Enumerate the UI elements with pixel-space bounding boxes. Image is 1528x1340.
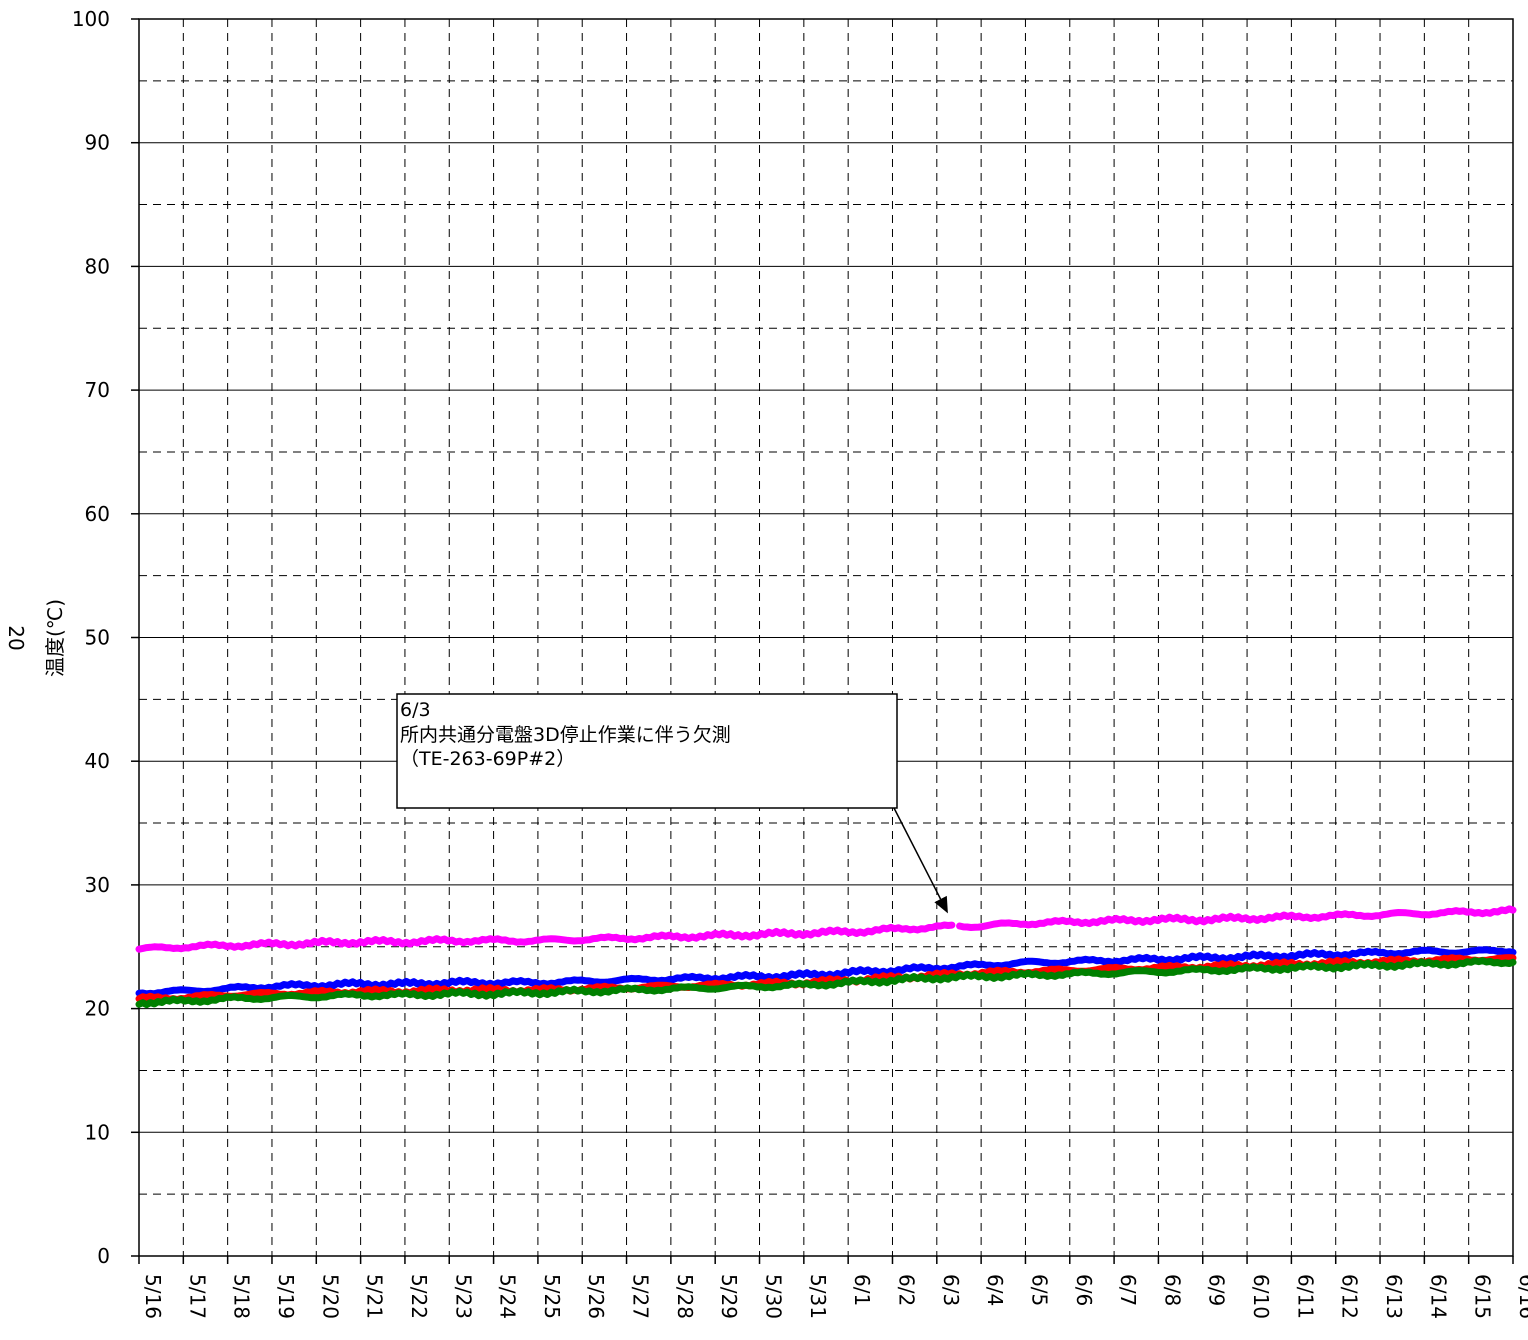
- x-tick-label: 6/11: [1293, 1274, 1317, 1319]
- x-tick-label: 6/13: [1382, 1274, 1406, 1319]
- series-line: [135, 957, 1517, 1009]
- x-tick-label: 6/1: [850, 1274, 874, 1306]
- y-tick-label: 30: [85, 873, 110, 897]
- y-tick-label: 90: [85, 131, 110, 155]
- x-tick-label: 6/16: [1515, 1274, 1528, 1319]
- x-tick-label: 5/21: [363, 1274, 387, 1319]
- x-tick-label: 5/30: [762, 1274, 786, 1319]
- annotation-line-3: （TE-263-69P#2）: [400, 748, 575, 770]
- x-tick-label: 5/20: [318, 1274, 342, 1319]
- x-tick-label: 5/26: [584, 1274, 608, 1319]
- y-tick-label: 70: [85, 378, 110, 402]
- series-line-path: [135, 954, 1517, 1004]
- annotation-box: [396, 693, 898, 809]
- x-tick-label: 6/6: [1072, 1274, 1096, 1306]
- series-line: [135, 946, 1517, 998]
- x-tick-label: 6/3: [939, 1274, 963, 1306]
- x-tick-label: 5/28: [673, 1274, 697, 1319]
- x-tick-label: 6/5: [1027, 1274, 1051, 1306]
- annotation-arrow-line: [893, 807, 942, 900]
- series-line-path: [135, 957, 1517, 1009]
- y-tick-label: 80: [85, 254, 110, 278]
- x-tick-label: 5/23: [451, 1274, 475, 1319]
- annotation: 6/3 所内共通分電盤3D停止作業に伴う欠測 （TE-263-69P#2）: [396, 693, 948, 914]
- x-tick-label: 6/2: [894, 1274, 918, 1306]
- annotation-line-2: 所内共通分電盤3D停止作業に伴う欠測: [400, 724, 731, 746]
- x-tick-label: 5/16: [141, 1274, 165, 1319]
- series-line-path: [956, 905, 1517, 931]
- x-tick-label: 5/25: [540, 1274, 564, 1319]
- x-tick-label: 5/18: [230, 1274, 254, 1319]
- x-tick-label: 5/27: [629, 1274, 653, 1319]
- annotation-line-1: 6/3: [400, 699, 431, 721]
- y-tick-label: 100: [72, 7, 110, 31]
- x-tick-label: 6/10: [1249, 1274, 1273, 1319]
- series-line: [135, 954, 1517, 1004]
- x-tick-label: 6/9: [1205, 1274, 1229, 1306]
- y-tick-label: 20: [85, 997, 110, 1021]
- x-tick-label: 5/22: [407, 1274, 431, 1319]
- x-tick-label: 6/14: [1426, 1274, 1450, 1319]
- series-line-path: [135, 946, 1517, 998]
- grid-lines: [139, 19, 1513, 1256]
- x-tick-label: 5/31: [806, 1274, 830, 1319]
- y-tick-label: 10: [85, 1120, 110, 1144]
- y-tick-label: 60: [85, 502, 110, 526]
- y-axis-label: 温度(℃): [43, 599, 67, 677]
- y-tick-label: 0: [97, 1244, 110, 1268]
- x-tick-label: 5/29: [717, 1274, 741, 1319]
- x-tick-label: 5/24: [496, 1274, 520, 1319]
- y-tick-label: 50: [85, 626, 110, 650]
- x-tick-label: 6/7: [1116, 1274, 1140, 1306]
- page-number: 20: [4, 625, 28, 650]
- x-tick-label: 6/4: [983, 1274, 1007, 1306]
- x-axis-ticks: 5/16 5/17 5/18 5/19 5/20 5/21 5/22 5/23 5/24 5/25…: [138, 1256, 1528, 1319]
- series-layer: [135, 905, 1517, 1009]
- y-axis-ticks: 0 10 20 30 40 50 60 70 80 90 100: [72, 7, 139, 1268]
- x-tick-label: 6/12: [1338, 1274, 1362, 1319]
- series-line-path: [135, 921, 956, 953]
- x-tick-label: 6/15: [1471, 1274, 1495, 1319]
- x-tick-label: 6/8: [1160, 1274, 1184, 1306]
- series-line: [135, 905, 1517, 953]
- x-tick-label: 5/17: [185, 1274, 209, 1319]
- x-tick-label: 5/19: [274, 1274, 298, 1319]
- annotation-arrow-head: [934, 895, 948, 914]
- y-tick-label: 40: [85, 749, 110, 773]
